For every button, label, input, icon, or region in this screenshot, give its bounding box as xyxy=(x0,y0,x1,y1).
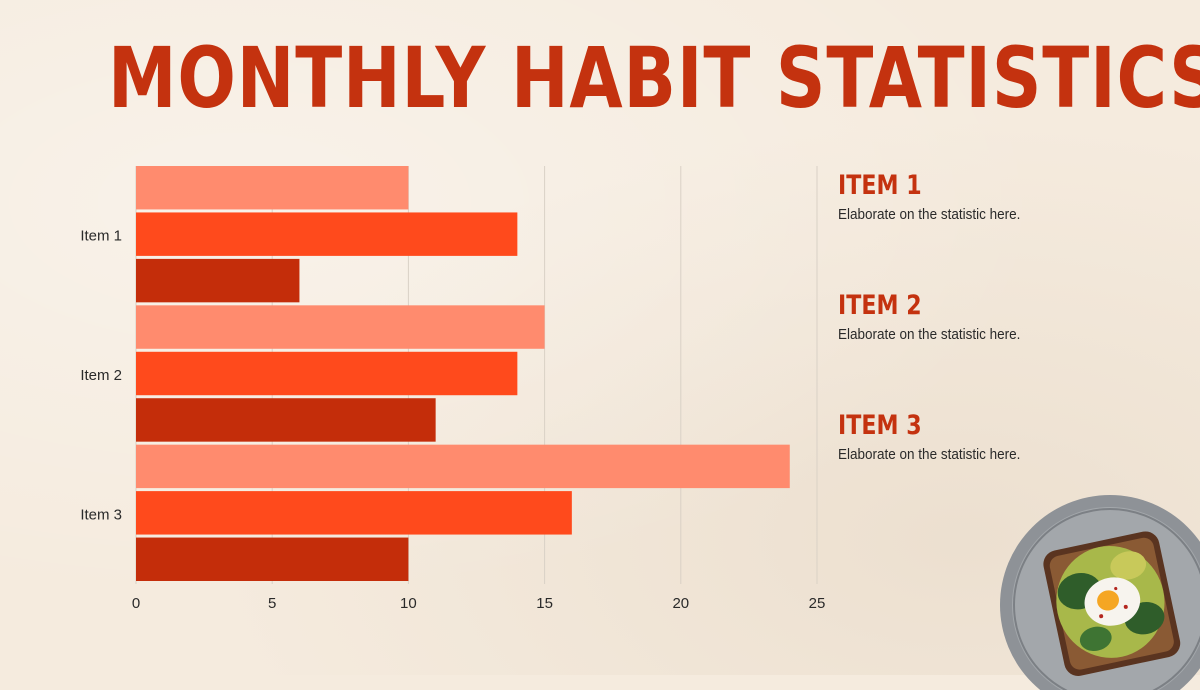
bar-chart: 0 5 10 15 20 25 Item 1 Item 2 Item 3 xyxy=(80,166,826,612)
legend-item-description: Elaborate on the statistic here. xyxy=(838,326,1021,343)
category-label: Item 3 xyxy=(80,506,122,523)
x-tick-label: 15 xyxy=(536,595,553,612)
x-tick-label: 20 xyxy=(672,595,689,612)
x-tick-label: 5 xyxy=(268,595,276,612)
x-axis-ticks: 0 5 10 15 20 25 xyxy=(132,595,826,612)
category-label: Item 2 xyxy=(80,367,122,384)
bar-item-3-series-3 xyxy=(136,537,409,581)
bars xyxy=(136,166,790,581)
x-tick-label: 25 xyxy=(809,595,826,612)
bar-item-1-series-2 xyxy=(136,212,518,256)
x-tick-label: 0 xyxy=(132,595,140,612)
legend-item-title: ITEM 1 xyxy=(838,170,922,201)
y-axis-categories: Item 1 Item 2 Item 3 xyxy=(80,228,122,524)
bar-item-2-series-2 xyxy=(136,351,518,396)
page-title: MONTHLY HABIT STATISTICS xyxy=(108,29,1200,127)
legend-item-1: ITEM 1 Elaborate on the statistic here. xyxy=(838,170,1158,223)
bar-item-3-series-2 xyxy=(136,491,572,535)
bar-item-2-series-3 xyxy=(136,398,436,442)
legend-item-2: ITEM 2 Elaborate on the statistic here. xyxy=(838,290,1158,343)
bar-item-1-series-1 xyxy=(136,166,409,210)
bar-item-1-series-3 xyxy=(136,258,300,303)
legend-item-description: Elaborate on the statistic here. xyxy=(838,446,1021,463)
bar-item-3-series-1 xyxy=(136,444,790,489)
avocado-toast-plate-photo xyxy=(1000,495,1200,690)
bar-item-2-series-1 xyxy=(136,305,545,349)
category-label: Item 1 xyxy=(80,228,122,245)
x-tick-label: 10 xyxy=(400,595,417,612)
legend-item-title: ITEM 3 xyxy=(838,410,922,441)
legend-item-title: ITEM 2 xyxy=(838,290,922,321)
legend-item-description: Elaborate on the statistic here. xyxy=(838,206,1021,223)
legend-item-3: ITEM 3 Elaborate on the statistic here. xyxy=(838,410,1158,463)
